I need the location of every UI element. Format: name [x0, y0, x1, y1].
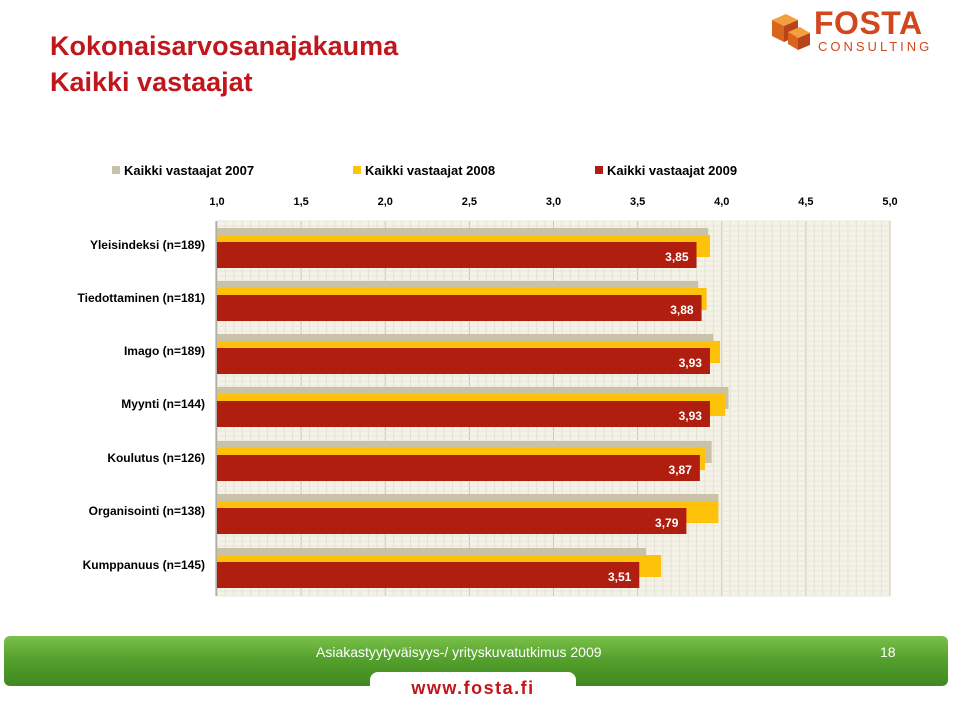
data-label: 3,87: [669, 463, 693, 477]
data-label: 3,93: [679, 356, 703, 370]
x-tick-label: 1,5: [293, 196, 308, 208]
legend: Kaikki vastaajat 2007 Kaikki vastaajat 2…: [112, 163, 737, 178]
page-number: 18: [880, 644, 896, 660]
title-line-1: Kokonaisarvosanajakauma: [50, 31, 399, 61]
bar-kaikki-vastaajat-2009: [217, 508, 687, 534]
legend-label-2007: Kaikki vastaajat 2007: [124, 163, 254, 178]
bar-kaikki-vastaajat-2009: [217, 295, 702, 321]
category-label: Myynti (n=144): [121, 397, 205, 411]
logo-subtitle: CONSULTING: [818, 39, 933, 54]
bar-kaikki-vastaajat-2009: [217, 242, 697, 268]
x-tick-label: 3,5: [630, 196, 645, 208]
bar-kaikki-vastaajat-2009: [217, 562, 640, 588]
category-label: Kumppanuus (n=145): [83, 558, 205, 572]
bar-kaikki-vastaajat-2009: [217, 348, 710, 374]
data-label: 3,88: [670, 303, 694, 317]
x-tick-label: 2,0: [378, 196, 393, 208]
x-tick-label: 4,5: [798, 196, 813, 208]
cube-logo-icon: [772, 14, 810, 50]
category-label: Yleisindeksi (n=189): [90, 238, 205, 252]
footer-url-tab: www.fosta.fi: [370, 672, 576, 703]
title-line-2: Kaikki vastaajat: [50, 67, 253, 97]
x-tick-label: 5,0: [882, 196, 897, 208]
bar-kaikki-vastaajat-2009: [217, 455, 700, 481]
company-logo: FOSTA CONSULTING: [766, 4, 936, 58]
legend-swatch-2008: [353, 166, 361, 174]
x-tick-label: 1,0: [209, 196, 224, 208]
footer: Asiakastyytyväisyys-/ yrityskuvatutkimus…: [0, 632, 960, 703]
x-tick-label: 3,0: [546, 196, 561, 208]
category-label: Koulutus (n=126): [107, 451, 205, 465]
data-label: 3,51: [608, 570, 632, 584]
category-label: Tiedottaminen (n=181): [78, 291, 205, 305]
data-labels: 3,85 3,88 3,93 3,93 3,87 3,79 3,51: [608, 250, 702, 584]
bars: [217, 228, 729, 588]
x-tick-label: 4,0: [714, 196, 729, 208]
x-tick-label: 2,5: [462, 196, 477, 208]
website-link[interactable]: www.fosta.fi: [411, 678, 535, 698]
logo-name: FOSTA: [814, 5, 923, 41]
legend-label-2009: Kaikki vastaajat 2009: [607, 163, 737, 178]
data-label: 3,85: [665, 250, 689, 264]
data-label: 3,93: [679, 409, 703, 423]
footer-survey-title: Asiakastyytyväisyys-/ yrityskuvatutkimus…: [316, 644, 602, 660]
bar-kaikki-vastaajat-2009: [217, 401, 710, 427]
data-label: 3,79: [655, 516, 679, 530]
category-labels: Yleisindeksi (n=189) Tiedottaminen (n=181…: [78, 238, 205, 572]
bar-chart: Kaikki vastaajat 2007 Kaikki vastaajat 2…: [78, 163, 898, 597]
category-label: Imago (n=189): [124, 344, 205, 358]
category-label: Organisointi (n=138): [89, 504, 205, 518]
legend-swatch-2009: [595, 166, 603, 174]
legend-label-2008: Kaikki vastaajat 2008: [365, 163, 495, 178]
x-axis-ticks: 1,0 1,5 2,0 2,5 3,0 3,5 4,0 4,5 5,0: [209, 196, 897, 208]
legend-swatch-2007: [112, 166, 120, 174]
page-title: Kokonaisarvosanajakauma Kaikki vastaajat: [50, 28, 398, 100]
